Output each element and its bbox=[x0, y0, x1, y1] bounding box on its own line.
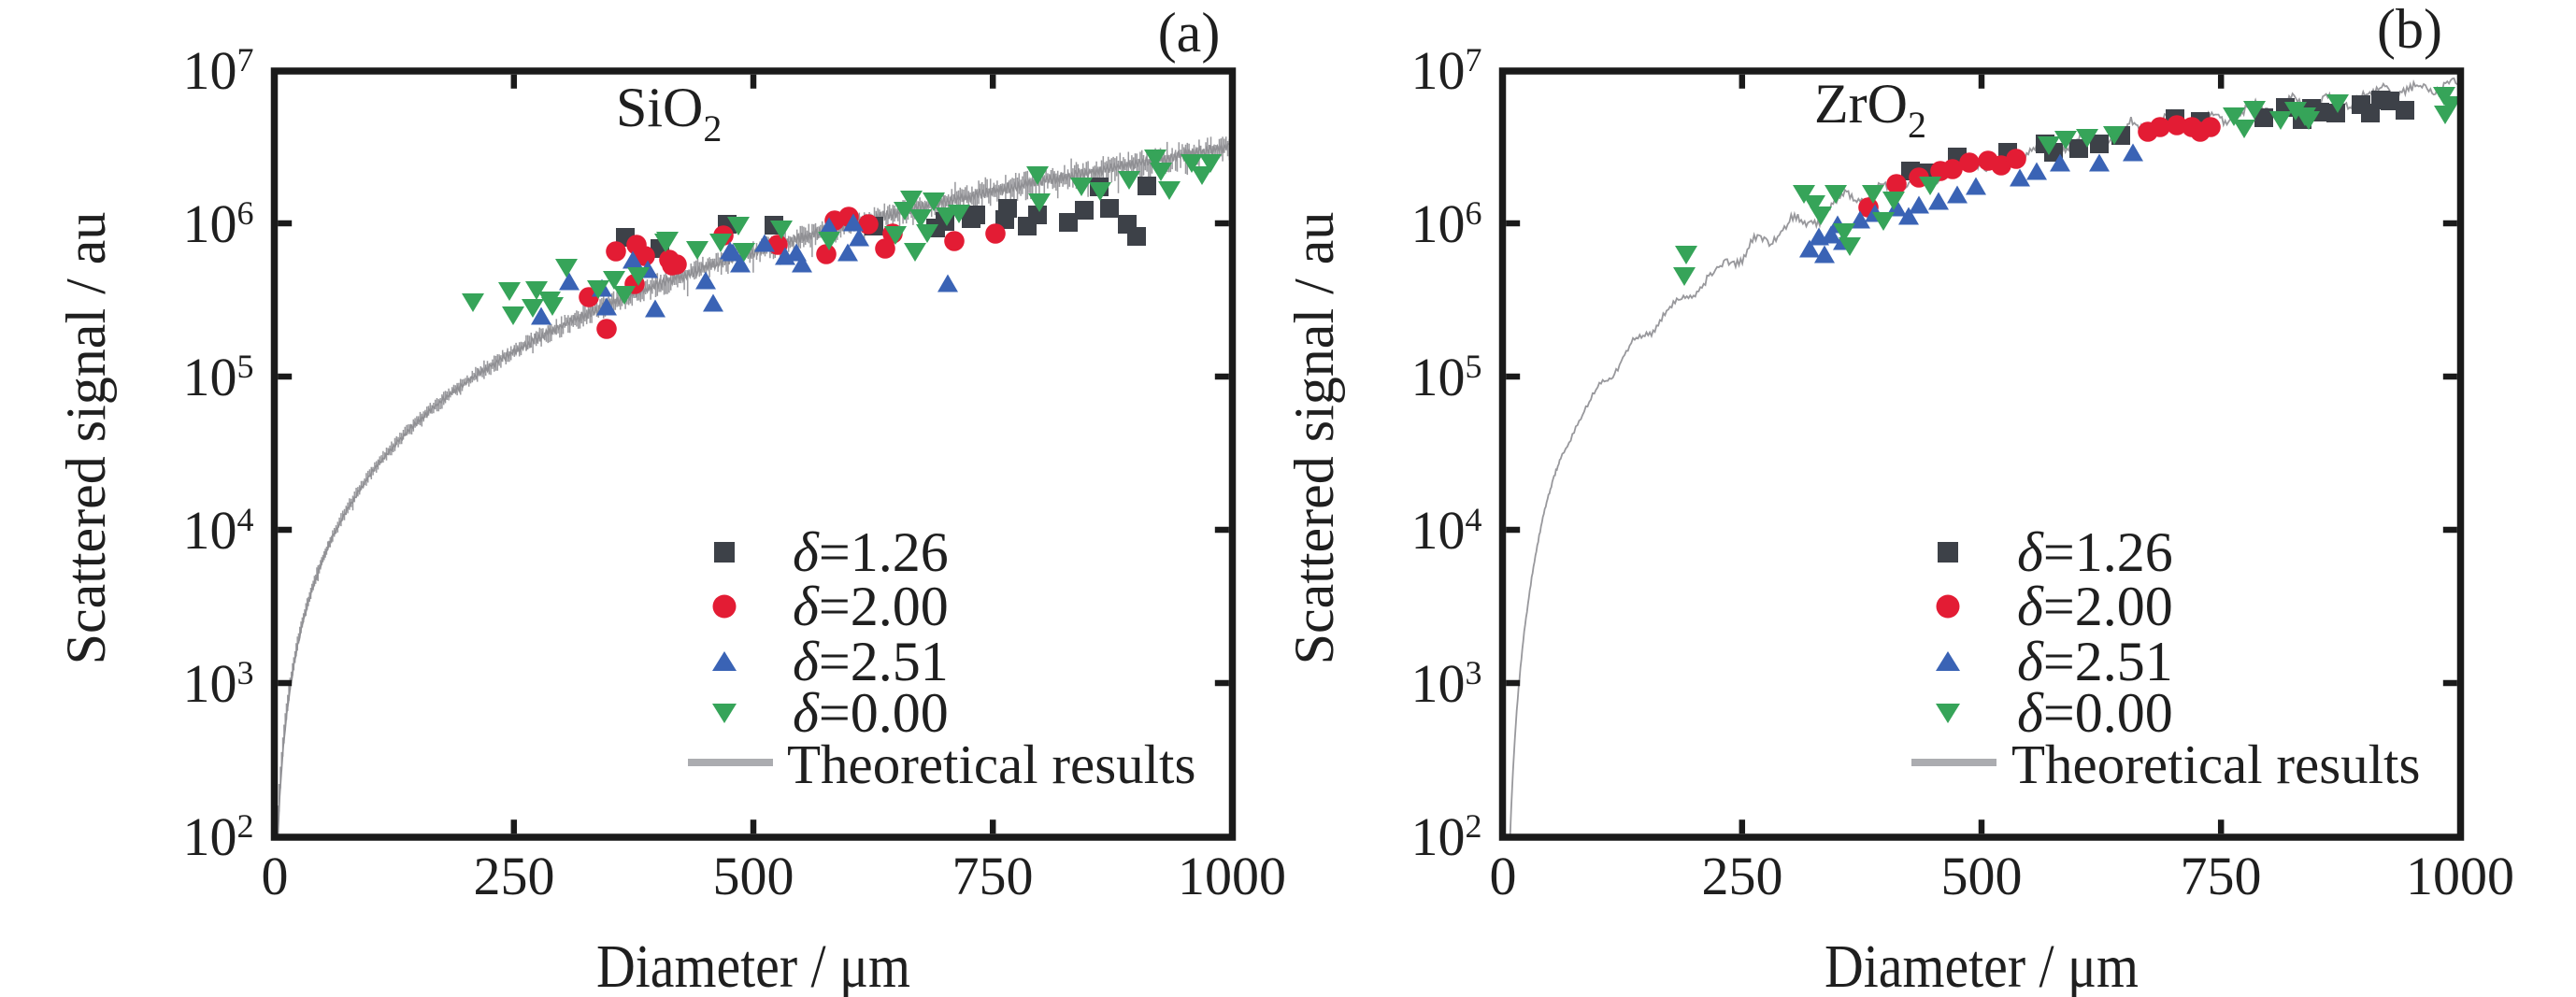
svg-text:7: 7 bbox=[237, 41, 254, 78]
svg-text:δ=2.51: δ=2.51 bbox=[2017, 631, 2173, 692]
svg-text:δ=2.00: δ=2.00 bbox=[2017, 576, 2173, 637]
svg-text:750: 750 bbox=[2181, 846, 2262, 906]
svg-text:5: 5 bbox=[1466, 348, 1482, 385]
svg-text:Theoretical results: Theoretical results bbox=[787, 734, 1195, 795]
svg-text:0: 0 bbox=[262, 846, 289, 906]
svg-text:7: 7 bbox=[1466, 41, 1482, 78]
svg-text:500: 500 bbox=[713, 846, 794, 906]
svg-text:10: 10 bbox=[1411, 500, 1466, 561]
svg-text:500: 500 bbox=[1941, 846, 2023, 906]
svg-text:10: 10 bbox=[1411, 193, 1466, 254]
svg-text:Diameter / μm: Diameter / μm bbox=[596, 933, 910, 997]
svg-text:10: 10 bbox=[183, 40, 237, 101]
svg-text:(b): (b) bbox=[2377, 0, 2442, 60]
svg-text:250: 250 bbox=[474, 846, 555, 906]
svg-text:750: 750 bbox=[952, 846, 1034, 906]
svg-text:10: 10 bbox=[183, 500, 237, 561]
svg-text:6: 6 bbox=[1466, 194, 1482, 232]
svg-text:2: 2 bbox=[1466, 807, 1482, 845]
svg-text:10: 10 bbox=[1411, 40, 1466, 101]
svg-text:10: 10 bbox=[1411, 653, 1466, 714]
svg-text:10: 10 bbox=[1411, 806, 1466, 867]
svg-text:δ=2.00: δ=2.00 bbox=[793, 576, 949, 637]
svg-text:250: 250 bbox=[1702, 846, 1783, 906]
svg-text:1000: 1000 bbox=[2406, 846, 2514, 906]
svg-text:δ=0.00: δ=0.00 bbox=[793, 682, 949, 744]
svg-text:3: 3 bbox=[1466, 654, 1482, 691]
svg-text:10: 10 bbox=[183, 653, 237, 714]
svg-text:δ=1.26: δ=1.26 bbox=[2017, 521, 2173, 583]
svg-text:Theoretical results: Theoretical results bbox=[2011, 734, 2420, 795]
svg-text:δ=0.00: δ=0.00 bbox=[2017, 682, 2173, 744]
svg-text:10: 10 bbox=[183, 193, 237, 254]
svg-text:6: 6 bbox=[237, 194, 254, 232]
svg-text:0: 0 bbox=[1490, 846, 1517, 906]
svg-text:4: 4 bbox=[237, 501, 254, 538]
svg-text:10: 10 bbox=[1411, 347, 1466, 407]
svg-text:10: 10 bbox=[183, 806, 237, 867]
svg-text:2: 2 bbox=[237, 807, 254, 845]
svg-text:δ=2.51: δ=2.51 bbox=[793, 631, 949, 692]
svg-text:Scattered signal / au: Scattered signal / au bbox=[55, 212, 117, 665]
svg-text:5: 5 bbox=[237, 348, 254, 385]
svg-text:1000: 1000 bbox=[1178, 846, 1286, 906]
svg-text:3: 3 bbox=[237, 654, 254, 691]
svg-text:δ=1.26: δ=1.26 bbox=[793, 521, 949, 583]
svg-text:10: 10 bbox=[183, 347, 237, 407]
svg-text:4: 4 bbox=[1466, 501, 1482, 538]
svg-text:(a): (a) bbox=[1158, 2, 1221, 64]
svg-text:Diameter / μm: Diameter / μm bbox=[1825, 933, 2139, 997]
svg-text:Scattered signal / au: Scattered signal / au bbox=[1283, 212, 1345, 665]
